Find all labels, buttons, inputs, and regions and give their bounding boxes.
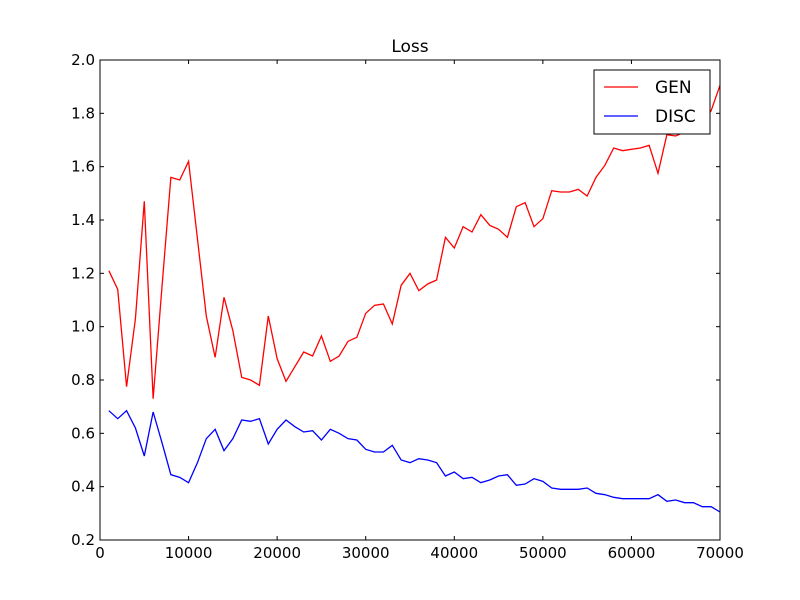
series-line-gen [108, 85, 721, 399]
y-tick-label: 1.4 [71, 211, 95, 229]
legend-box [593, 69, 711, 135]
legend-label-gen: GEN [655, 78, 692, 98]
legend-label-disc: DISC [655, 107, 696, 127]
series-layer [108, 85, 721, 513]
y-tick-label: 2.0 [71, 51, 95, 69]
series-line-disc [108, 409, 721, 513]
x-tick-label: 50000 [519, 544, 567, 562]
ticks-layer: 0 10000 20000 30000 40000 50000 60000 70000 0.2 0… [71, 51, 744, 562]
y-tick-label: 0.4 [71, 478, 95, 496]
y-tick-label: 1.6 [71, 158, 95, 176]
chart-title: Loss [391, 37, 428, 57]
x-tick-label: 10000 [165, 544, 213, 562]
y-tick-label: 0.8 [71, 371, 95, 389]
x-tick-label: 70000 [696, 544, 744, 562]
x-tick-label: 60000 [608, 544, 656, 562]
y-tick-label: 0.2 [71, 531, 95, 549]
x-tick-label: 0 [95, 544, 105, 562]
y-tick-label: 1.0 [71, 318, 95, 336]
y-tick-label: 1.8 [71, 104, 95, 122]
y-tick-label: 1.2 [71, 264, 95, 282]
legend: GEN DISC [593, 69, 711, 135]
x-tick-label: 20000 [253, 544, 301, 562]
plot-frame [99, 59, 721, 541]
x-tick-label: 30000 [342, 544, 390, 562]
y-tick-label: 0.6 [71, 424, 95, 442]
x-tick-label: 40000 [430, 544, 478, 562]
